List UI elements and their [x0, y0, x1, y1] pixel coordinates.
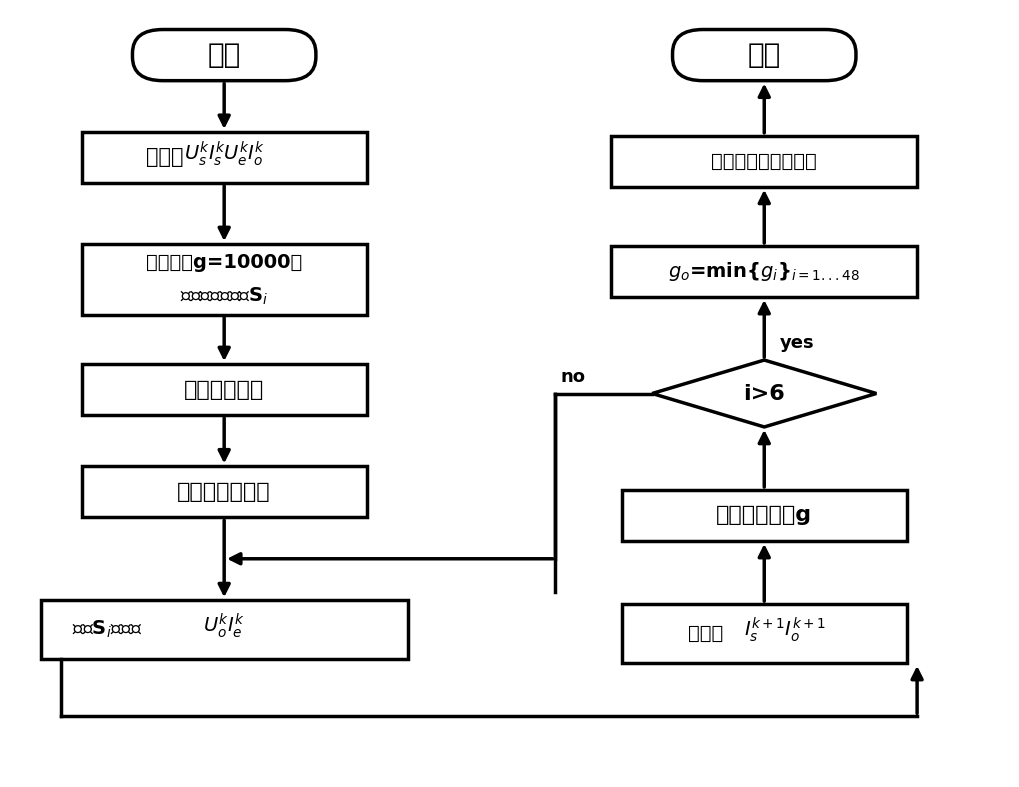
- FancyBboxPatch shape: [82, 364, 367, 416]
- FancyBboxPatch shape: [132, 29, 316, 81]
- Text: no: no: [560, 368, 586, 386]
- FancyBboxPatch shape: [611, 135, 917, 187]
- Text: $U_o^k I_e^k$: $U_o^k I_e^k$: [204, 611, 245, 640]
- Text: 结束: 结束: [748, 41, 781, 69]
- Text: $U_s^k I_s^k U_e^k I_o^k$: $U_s^k I_s^k U_e^k I_o^k$: [183, 139, 265, 168]
- Text: 考虑偏磁的脉冲分配: 考虑偏磁的脉冲分配: [711, 152, 817, 171]
- Text: yes: yes: [780, 334, 814, 353]
- Text: i>6: i>6: [744, 383, 785, 404]
- Text: 预测：: 预测：: [688, 624, 723, 643]
- Text: 建立数学模型: 建立数学模型: [184, 379, 264, 400]
- FancyBboxPatch shape: [611, 246, 917, 297]
- Polygon shape: [652, 360, 876, 427]
- Text: 开始: 开始: [208, 41, 240, 69]
- Text: $I_s^{k+1} I_o^{k+1}$: $I_s^{k+1} I_o^{k+1}$: [744, 615, 825, 644]
- Text: 根据S$_i$计算：: 根据S$_i$计算：: [72, 619, 143, 641]
- Text: 设置开关状态：S$_i$: 设置开关状态：S$_i$: [179, 286, 269, 308]
- Text: 数学模型离散化: 数学模型离散化: [177, 482, 271, 502]
- Text: 计算功能函数g: 计算功能函数g: [716, 505, 812, 526]
- Text: 初始化：g=10000；: 初始化：g=10000；: [146, 253, 303, 272]
- FancyBboxPatch shape: [82, 244, 367, 315]
- Text: $g_o$=min{$g_i$}$_{i=1...48}$: $g_o$=min{$g_i$}$_{i=1...48}$: [668, 260, 860, 283]
- FancyBboxPatch shape: [622, 604, 907, 663]
- FancyBboxPatch shape: [673, 29, 856, 81]
- FancyBboxPatch shape: [622, 490, 907, 541]
- FancyBboxPatch shape: [82, 466, 367, 518]
- FancyBboxPatch shape: [41, 600, 408, 660]
- FancyBboxPatch shape: [82, 132, 367, 183]
- Text: 测量：: 测量：: [146, 147, 183, 168]
